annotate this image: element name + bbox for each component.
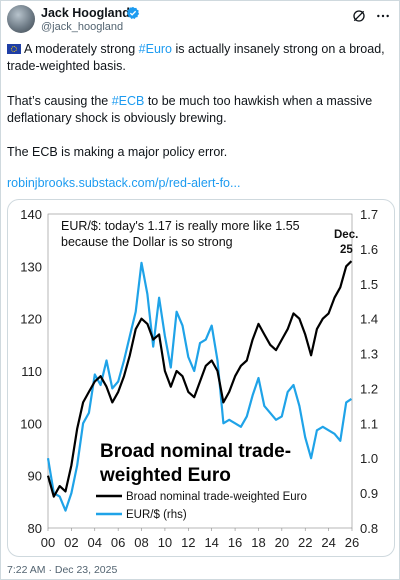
chart-image[interactable]: 140 130 120 110 100 90 80 1.7 1.6 1.5 1.4 1.3 1.2 1.… [7, 199, 395, 557]
hashtag-euro[interactable]: #Euro [138, 42, 173, 56]
y-right-tick-label: 1.5 [360, 277, 378, 292]
text-span: That’s causing the [7, 94, 112, 108]
plot-frame [47, 213, 353, 529]
legend: Broad nominal trade-weighted Euro EUR/$ … [96, 491, 307, 521]
author-handle[interactable]: @jack_hoogland [41, 21, 124, 33]
text-span: is actually insanely strong on a broad, … [7, 42, 385, 73]
more-options-icon[interactable] [375, 8, 391, 24]
post-paragraph-4: robinjbrooks.substack.com/p/red-alert-fo… [7, 175, 393, 192]
y-right-tick-label: 1.2 [360, 381, 378, 396]
y-right-tick-label: 0.9 [360, 486, 378, 501]
post-paragraph-3: The ECB is making a major policy error. [7, 145, 228, 159]
y-right-tick-label: 1.6 [360, 242, 378, 257]
x-tick-label: 16 [228, 535, 242, 550]
x-tick-label: 04 [88, 535, 102, 550]
y-left-tick-label: 100 [20, 416, 42, 431]
y-right-tick-label: 1.0 [360, 451, 378, 466]
x-tick-label: 06 [111, 535, 125, 550]
x-tick-label: 18 [251, 535, 265, 550]
x-tick-label: 26 [345, 535, 359, 550]
big-label-line-1: Broad nominal trade- [100, 441, 291, 462]
avatar[interactable] [7, 5, 35, 33]
x-tick-label: 02 [64, 535, 78, 550]
text-span: to be much too hawkish when a massive de… [7, 94, 373, 125]
y-left-tick-label: 140 [20, 207, 42, 222]
verified-badge-icon [126, 6, 140, 20]
x-tick-label: 14 [204, 535, 218, 550]
post-paragraph-1: A moderately strong #Euro is actually in… [7, 41, 393, 74]
x-tick-label: 22 [298, 535, 312, 550]
annotation-line-2: 25 [340, 244, 353, 256]
y-left-tick-label: 120 [20, 312, 42, 327]
y-left-tick-label: 90 [28, 469, 42, 484]
text-span: A moderately strong [24, 42, 139, 56]
post-paragraph-2: That’s causing the #ECB to be much too h… [7, 93, 393, 126]
annotation-line-1: Dec. [334, 229, 358, 241]
post-header: Jack Hoogland @jack_hoogland [7, 5, 395, 35]
x-tick-label: 12 [181, 535, 195, 550]
hashtag-ecb[interactable]: #ECB [111, 94, 145, 108]
x-tick-label: 20 [275, 535, 289, 550]
legend-label-broad: Broad nominal trade-weighted Euro [126, 491, 307, 503]
y-left-tick-label: 80 [28, 521, 42, 536]
y-right-tick-label: 0.8 [360, 521, 378, 536]
x-tick-label: 08 [134, 535, 148, 550]
y-left-tick-label: 110 [21, 364, 42, 379]
y-right-tick-label: 1.3 [360, 347, 378, 362]
y-left-tick-label: 130 [20, 259, 42, 274]
eu-flag-icon [7, 44, 21, 54]
big-label-line-2: weighted Euro [99, 465, 231, 486]
x-tick-label: 10 [158, 535, 172, 550]
article-link[interactable]: robinjbrooks.substack.com/p/red-alert-fo… [7, 176, 241, 190]
y-right-tick-label: 1.4 [360, 312, 378, 327]
chart-title-line-1: EUR/$: today's 1.17 is really more like … [61, 219, 300, 233]
chart-svg: 140 130 120 110 100 90 80 1.7 1.6 1.5 1.4 1.3 1.2 1.… [20, 207, 378, 550]
author-name[interactable]: Jack Hoogland [41, 6, 130, 20]
legend-label-eurusd: EUR/$ (rhs) [126, 509, 187, 521]
x-tick-label: 00 [41, 535, 55, 550]
y-right-tick-label: 1.1 [360, 416, 378, 431]
grok-icon[interactable] [351, 8, 367, 24]
chart-title-line-2: because the Dollar is so strong [61, 235, 233, 249]
post-timestamp[interactable]: 7:22 AM · Dec 23, 2025 [7, 564, 118, 576]
y-right-tick-label: 1.7 [360, 207, 378, 222]
x-tick-label: 24 [321, 535, 335, 550]
